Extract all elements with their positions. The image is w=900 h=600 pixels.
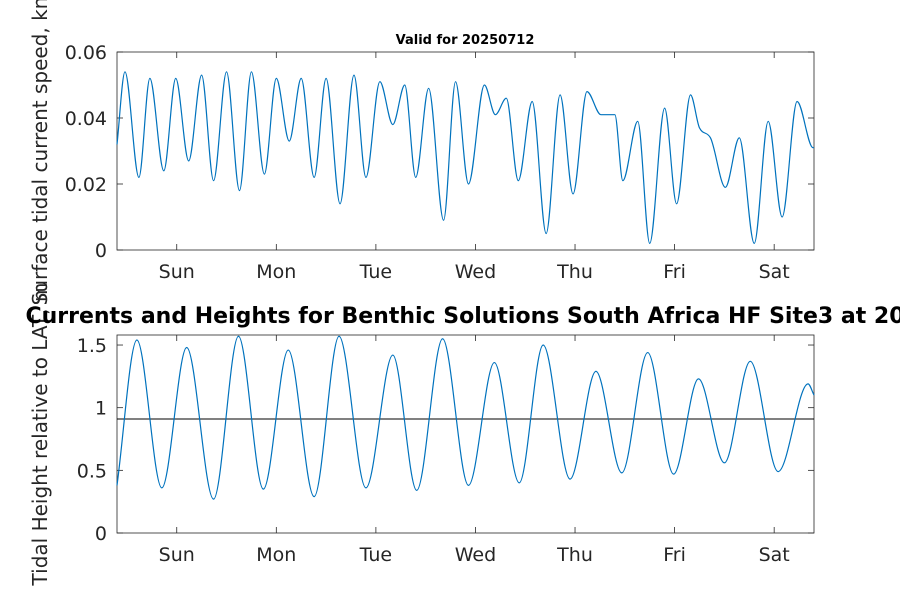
current-speed-ytick-label: 0 [95,240,107,262]
tidal-height-plot-area [116,334,815,534]
tidal-height-xtick-label: Wed [455,544,496,566]
current-speed-xtick-label: Mon [256,261,296,283]
tidal-height-yticks: 0 0.5 1 1.5 [77,335,814,545]
current-speed-xtick-label: Thu [556,261,593,283]
current-speed-axes: 0 0.02 0.04 0.06 Sun Mon Tue Wed Thu Fri Sat Vali… [65,33,815,283]
current-speed-xtick-label: Wed [455,261,496,283]
tidal-height-ytick-label: 0 [95,523,107,545]
tidal-height-xticks: Sun Mon Tue Wed Thu Fri Sat [159,335,790,566]
tidal-height-xtick-label: Sat [759,544,790,566]
tidal-height-ytick-label: 0.5 [77,460,107,482]
current-speed-xticks: Sun Mon Tue Wed Thu Fri Sat [159,52,790,283]
tidal-height-xtick-label: Thu [556,544,593,566]
tidal-height-ytick-label: 1 [95,398,107,420]
current-speed-xtick-label: Fri [663,261,686,283]
current-speed-xtick-label: Sun [159,261,195,283]
tidal-height-xtick-label: Mon [256,544,296,566]
current-speed-yticks: 0 0.02 0.04 0.06 [65,42,814,262]
current-speed-xtick-label: Sat [759,261,790,283]
current-speed-ytick-label: 0.02 [65,174,107,196]
tidal-height-line [116,335,815,500]
current-speed-ytick-label: 0.06 [65,42,107,64]
current-speed-subtitle: Valid for 20250712 [396,33,535,48]
tidal-height-xtick-label: Tue [359,544,392,566]
tidal-height-axes: 0 0.5 1 1.5 Sun Mon Tue Wed Thu Fri Sat [77,334,815,566]
tidal-height-xtick-label: Sun [159,544,195,566]
current-speed-ytick-label: 0.04 [65,108,107,130]
current-speed-plot-area [116,51,815,251]
main-title: Currents and Heights for Benthic Solutio… [25,304,900,329]
current-speed-line [116,71,814,245]
current-speed-ylabel: Surface tidal current speed, kn [28,0,52,305]
tidal-height-xtick-label: Fri [663,544,686,566]
current-speed-xtick-label: Tue [359,261,392,283]
tidal-height-ytick-label: 1.5 [77,335,107,357]
tidal-height-ylabel: Tidal Height relative to LAT, m [28,283,52,587]
